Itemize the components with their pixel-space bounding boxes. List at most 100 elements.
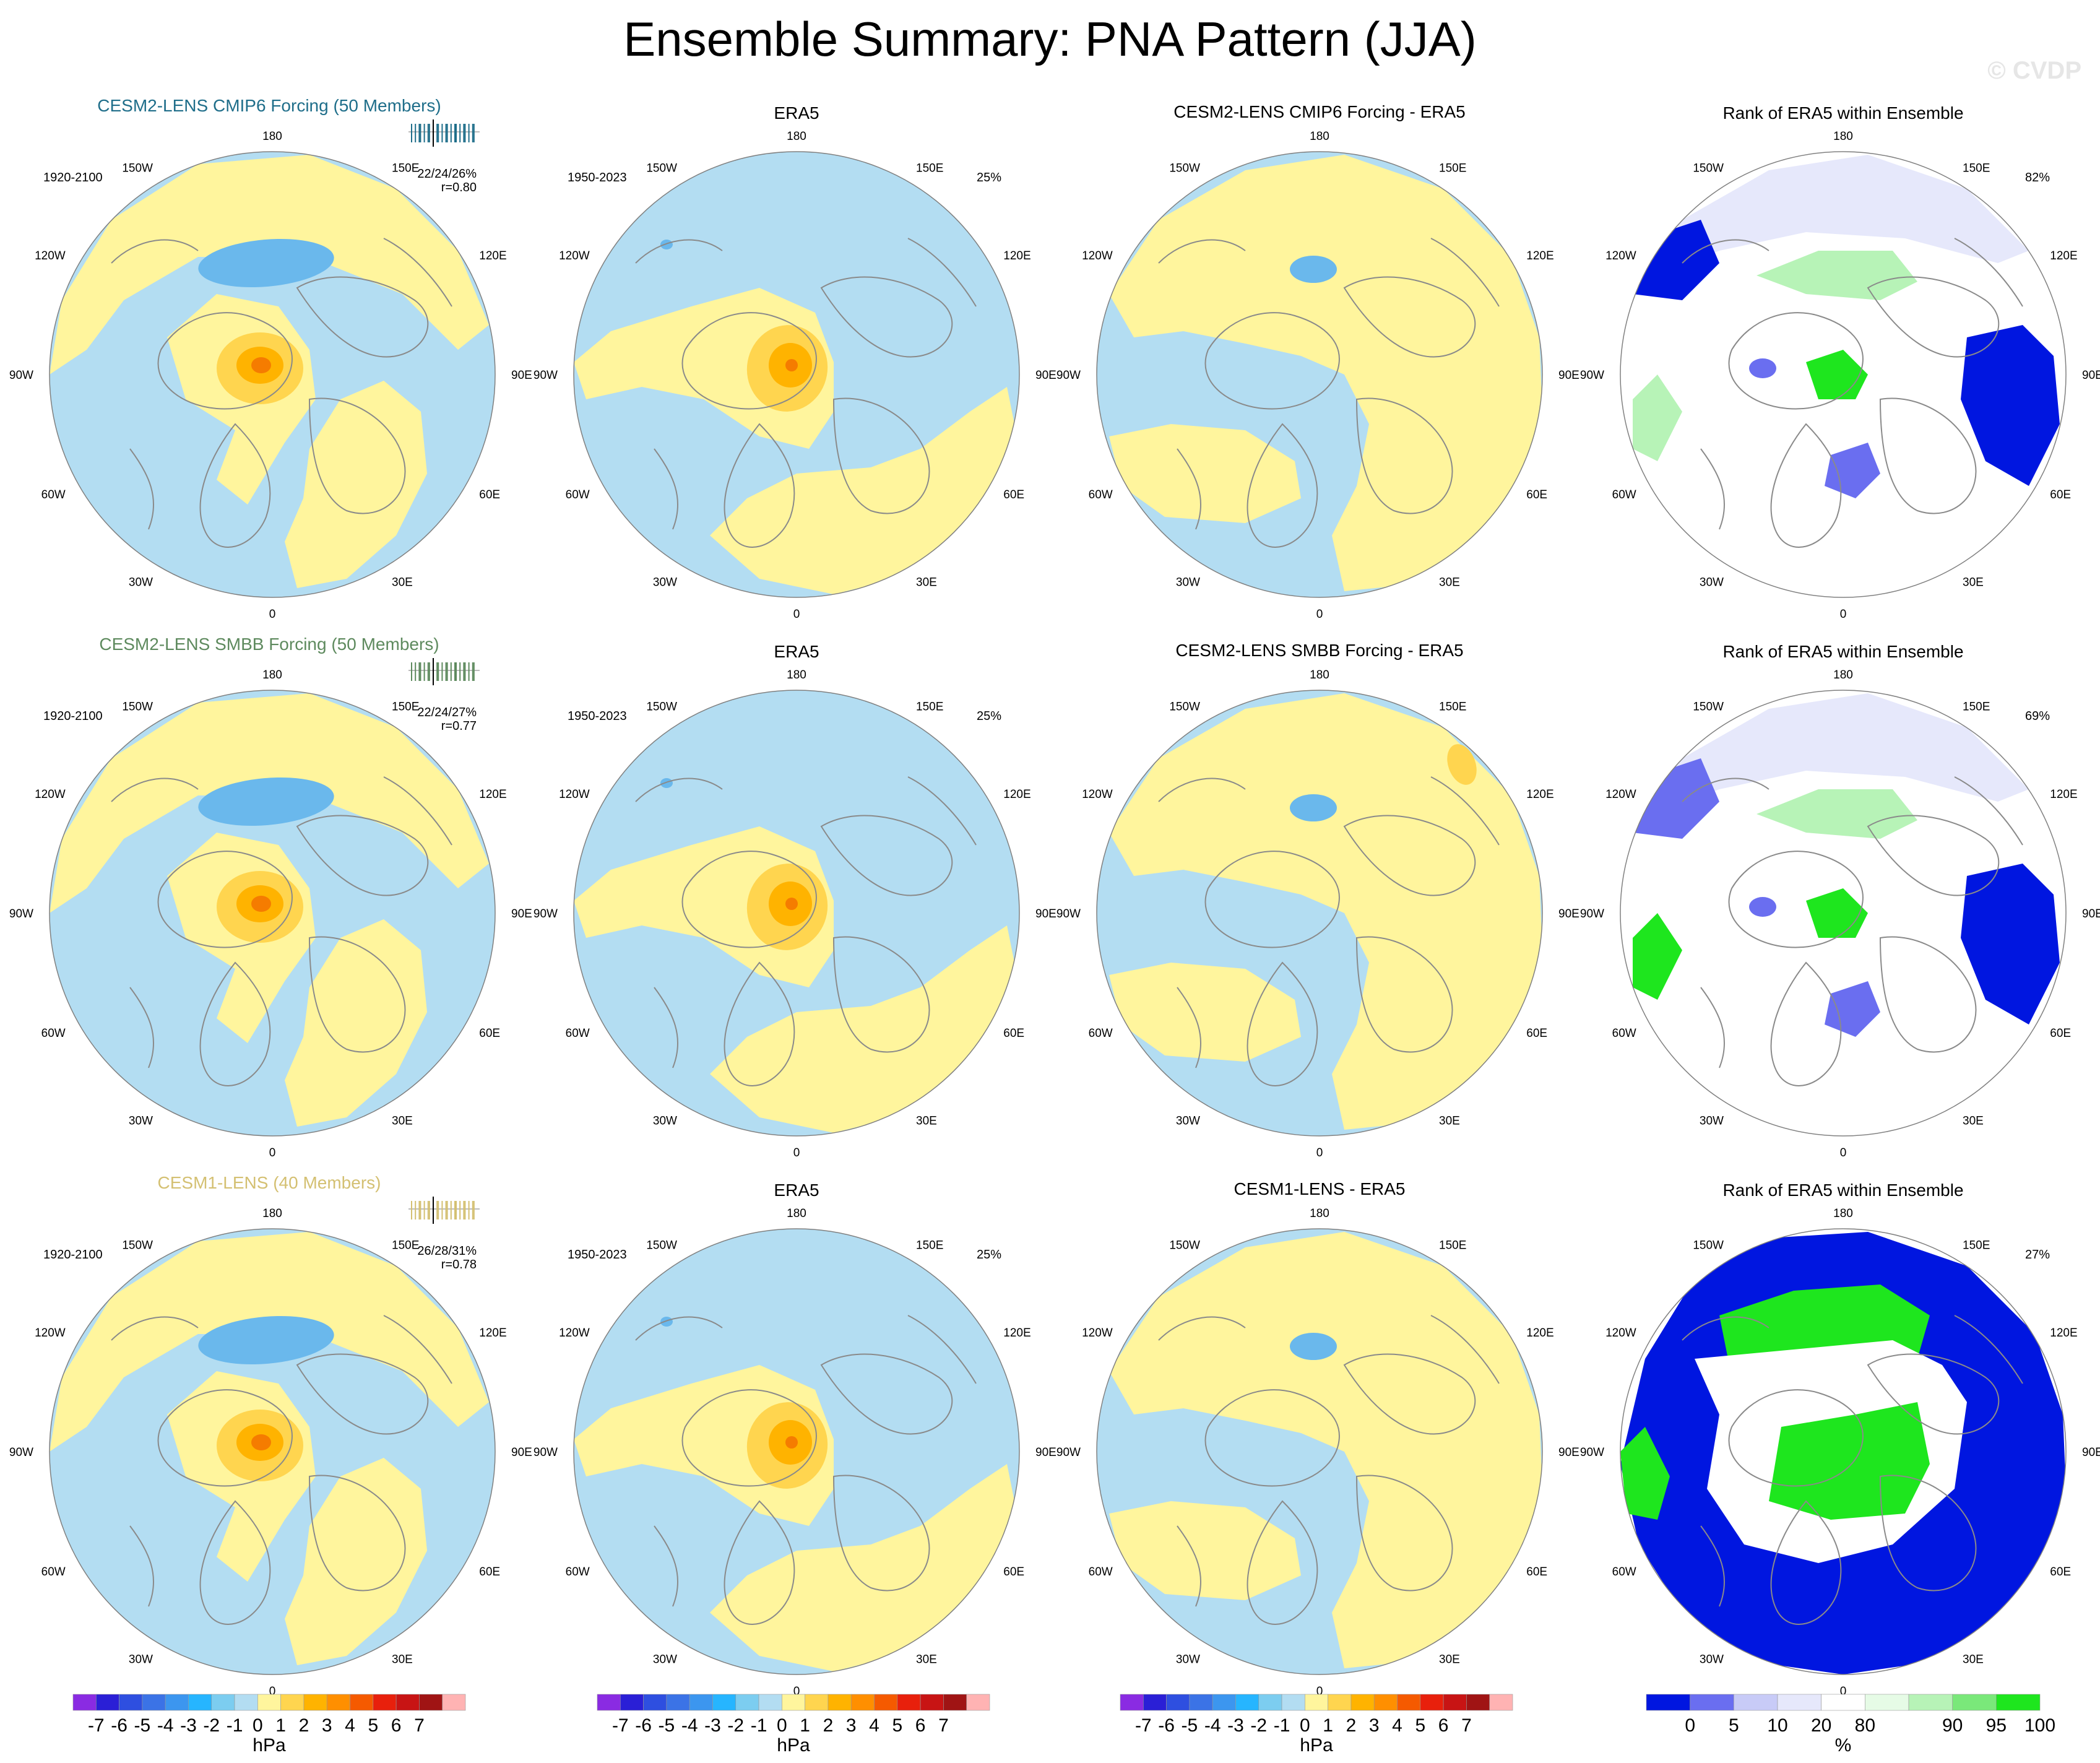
coastline	[1954, 1315, 2023, 1384]
colorbar-swatch	[712, 1694, 737, 1711]
model-period: 1920-2100	[43, 709, 103, 723]
longitude-label: 60E	[2050, 1566, 2071, 1579]
rank-low-region	[1749, 358, 1776, 378]
coastline	[111, 778, 199, 802]
colorbar-swatch	[1328, 1694, 1352, 1711]
pattern-correlation: r=0.80	[441, 181, 477, 194]
coastline	[383, 238, 452, 307]
longitude-label: 30E	[916, 576, 937, 589]
coastline	[681, 1389, 817, 1487]
colorbar-swatch	[419, 1694, 443, 1711]
longitude-label: 60E	[479, 1566, 500, 1579]
colorbar-tick-label: -3	[180, 1715, 197, 1736]
coastline	[383, 776, 452, 846]
longitude-label: 90E	[1035, 1446, 1056, 1459]
colorbar-swatch	[303, 1694, 327, 1711]
era5-panel-title: ERA5	[774, 103, 819, 123]
positive-region	[50, 155, 489, 375]
colorbar-swatch	[1489, 1694, 1513, 1711]
colorbar-tick-label: 6	[391, 1715, 402, 1736]
longitude-label: 180	[1310, 130, 1329, 143]
positive-center	[251, 1434, 271, 1450]
longitude-label: 90W	[534, 369, 558, 382]
colorbar-swatch	[119, 1694, 143, 1711]
colorbar-tick-label: 0	[777, 1715, 787, 1736]
coastline	[1247, 961, 1318, 1086]
longitude-label: 60E	[1526, 1027, 1547, 1040]
longitude-label: 150E	[392, 1239, 419, 1252]
longitude-label: 150W	[1693, 1239, 1724, 1252]
colorbar-tick-label: 4	[345, 1715, 355, 1736]
coastline	[157, 312, 293, 410]
era5-pct: 25%	[977, 709, 1001, 723]
coastline	[681, 851, 817, 948]
coastline	[199, 423, 271, 548]
longitude-label: 30E	[916, 1114, 937, 1127]
positive-region	[1109, 963, 1301, 1062]
longitude-label: 30E	[916, 1653, 937, 1666]
longitude-label: 150E	[392, 162, 419, 175]
colorbar-swatch	[1865, 1694, 1909, 1711]
coastline	[1177, 448, 1201, 530]
colorbar-swatch	[1908, 1694, 1953, 1711]
longitude-label: 30W	[1176, 576, 1200, 589]
colorbar-tick-label: -5	[1182, 1715, 1198, 1736]
ensemble-rug-plot	[408, 658, 480, 685]
longitude-label: 60W	[41, 1027, 66, 1040]
colorbar-units: hPa	[253, 1735, 286, 1756]
positive-region	[710, 1464, 1019, 1671]
longitude-label: 150W	[1169, 701, 1200, 714]
longitude-label: 0	[269, 608, 276, 621]
longitude-label: 180	[262, 130, 282, 143]
colorbar-swatch	[597, 1694, 621, 1711]
rank-high-region	[1633, 913, 1682, 1000]
longitude-label: 120E	[2050, 1327, 2077, 1340]
longitude-label: 120W	[559, 249, 590, 262]
longitude-label: 0	[793, 608, 800, 621]
longitude-label: 60W	[566, 1027, 590, 1040]
positive-region	[1109, 1232, 1542, 1668]
coastline	[1728, 851, 1864, 948]
longitude-label: 60W	[1612, 1027, 1636, 1040]
coastline	[635, 778, 723, 802]
coastline	[111, 239, 199, 264]
colorbar-tick-label: -1	[1274, 1715, 1290, 1736]
longitude-label: 0	[269, 1146, 276, 1159]
colorbar-tick-label: 6	[1438, 1715, 1449, 1736]
longitude-label: 90E	[2082, 907, 2100, 920]
coastline	[1343, 276, 1476, 358]
longitude-label: 90E	[511, 369, 532, 382]
coastline	[199, 1500, 271, 1625]
longitude-label: 150E	[1963, 701, 1990, 714]
longitude-label: 30W	[653, 576, 677, 589]
map-boundary	[49, 690, 496, 1137]
rank-pct: 27%	[2025, 1248, 2050, 1262]
colorbar-tick-label: 20	[1811, 1715, 1831, 1736]
positive-center	[785, 898, 798, 910]
era5-pct: 25%	[977, 171, 1001, 184]
coastline	[296, 815, 429, 896]
longitude-label: 0	[1316, 608, 1323, 621]
longitude-label: 30E	[1439, 1653, 1460, 1666]
longitude-label: 90W	[1056, 1446, 1081, 1459]
longitude-label: 30W	[653, 1114, 677, 1127]
positive-region	[50, 693, 489, 913]
longitude-label: 90E	[511, 907, 532, 920]
longitude-label: 60E	[1003, 1566, 1024, 1579]
map-boundary	[573, 1228, 1020, 1675]
coastline	[820, 276, 953, 358]
colorbar-tick-label: 1	[1323, 1715, 1333, 1736]
coastline	[1158, 239, 1246, 264]
longitude-label: 90W	[1056, 369, 1081, 382]
longitude-label: 150E	[1439, 1239, 1466, 1252]
coastline	[1204, 1389, 1340, 1487]
colorbar-tick-label: -7	[612, 1715, 629, 1736]
colorbar-tick-label: 2	[299, 1715, 309, 1736]
colorbar-units: hPa	[1300, 1735, 1333, 1756]
colorbar-swatch	[72, 1694, 97, 1711]
colorbar-swatch	[827, 1694, 852, 1711]
longitude-label: 30E	[1963, 1114, 1984, 1127]
coastline	[635, 239, 723, 264]
polar-map-field	[1097, 152, 1542, 597]
colorbar-tick-label: 6	[915, 1715, 926, 1736]
